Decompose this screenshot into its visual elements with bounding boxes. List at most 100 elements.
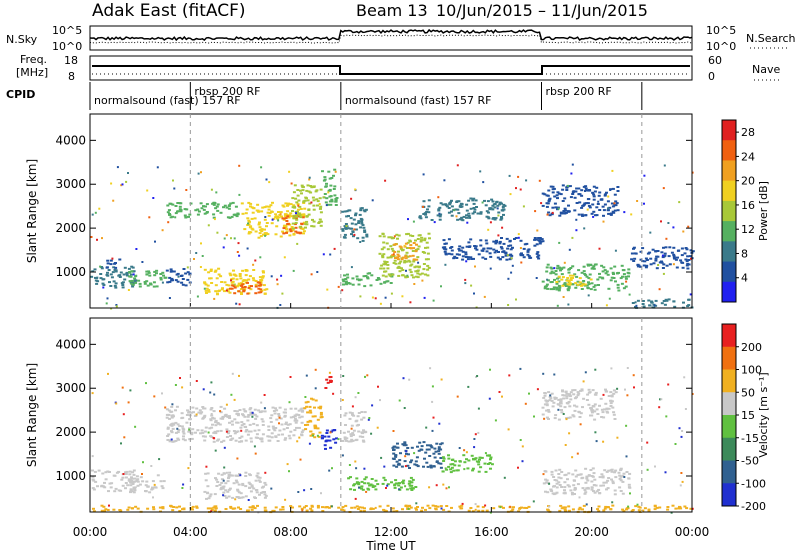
- data-cell: [587, 281, 590, 284]
- speckle-cell: [464, 278, 467, 281]
- data-cell: [281, 433, 284, 436]
- data-cell: [223, 204, 227, 207]
- data-cell: [300, 415, 304, 418]
- data-cell: [129, 275, 133, 278]
- data-cell: [342, 280, 346, 283]
- data-cell: [180, 425, 184, 428]
- data-cell: [255, 424, 259, 427]
- data-cell: [485, 210, 489, 213]
- speckle-cell: [254, 452, 257, 455]
- data-cell: [680, 254, 684, 257]
- data-cell: [199, 412, 203, 415]
- data-cell: [614, 469, 618, 472]
- speckle-cell: [540, 202, 543, 205]
- data-cell: [343, 225, 347, 228]
- data-cell: [527, 255, 531, 258]
- data-cell: [325, 429, 329, 432]
- data-cell: [481, 506, 485, 509]
- speckle-cell: [594, 431, 597, 434]
- data-cell: [94, 480, 98, 483]
- data-cell: [584, 491, 588, 494]
- data-cell: [602, 484, 605, 487]
- data-cell: [585, 189, 589, 192]
- data-cell: [382, 241, 386, 244]
- data-cell: [525, 242, 529, 245]
- data-cell: [281, 230, 285, 233]
- speckle-cell: [636, 200, 639, 202]
- speckle-cell: [265, 178, 268, 181]
- data-cell: [568, 405, 572, 408]
- data-cell: [265, 222, 269, 224]
- data-cell: [454, 208, 458, 211]
- data-cell: [358, 435, 362, 438]
- data-cell: [403, 460, 407, 463]
- data-cell: [450, 205, 454, 208]
- data-cell: [253, 429, 257, 432]
- data-cell: [248, 408, 252, 411]
- data-cell: [279, 235, 283, 238]
- data-cell: [647, 509, 651, 512]
- data-cell: [300, 407, 304, 410]
- data-cell: [654, 259, 658, 262]
- data-cell: [535, 243, 539, 246]
- data-cell: [639, 265, 642, 268]
- data-cell: [106, 259, 110, 262]
- speckle-cell: [264, 471, 267, 474]
- speckle-cell: [209, 391, 212, 394]
- data-cell: [604, 388, 607, 391]
- data-cell: [547, 199, 551, 202]
- data-cell: [229, 274, 233, 277]
- data-cell: [258, 281, 262, 284]
- data-cell: [544, 481, 548, 484]
- data-cell: [609, 402, 613, 405]
- data-cell: [92, 507, 95, 510]
- data-cell: [602, 509, 606, 512]
- data-cell: [495, 201, 499, 204]
- data-cell: [495, 239, 498, 242]
- data-cell: [343, 236, 347, 239]
- data-cell: [241, 484, 245, 487]
- data-cell: [218, 423, 222, 426]
- speckle-cell: [689, 293, 692, 296]
- data-cell: [252, 422, 256, 425]
- data-cell: [249, 202, 253, 205]
- speckle-cell: [308, 442, 311, 445]
- data-cell: [459, 249, 463, 252]
- data-cell: [291, 210, 294, 212]
- data-cell: [176, 280, 180, 283]
- data-cell: [360, 418, 364, 421]
- speckle-cell: [456, 164, 459, 167]
- data-cell: [487, 217, 491, 220]
- data-cell: [166, 439, 170, 441]
- data-cell: [457, 253, 461, 256]
- data-cell: [503, 204, 507, 207]
- data-cell: [319, 205, 323, 208]
- data-cell: [568, 185, 572, 188]
- data-cell: [662, 263, 666, 266]
- data-cell: [213, 202, 217, 204]
- data-cell: [544, 399, 548, 402]
- data-cell: [240, 440, 244, 443]
- speckle-cell: [115, 304, 118, 306]
- nave-tick-top: 60: [708, 54, 722, 67]
- data-cell: [91, 475, 95, 478]
- data-cell: [573, 487, 577, 489]
- speckle-cell: [171, 403, 174, 406]
- data-cell: [176, 210, 180, 213]
- data-cell: [475, 206, 478, 208]
- data-cell: [580, 194, 584, 197]
- data-cell: [672, 246, 676, 249]
- data-cell: [557, 284, 561, 287]
- data-cell: [616, 286, 620, 289]
- data-cell: [263, 493, 267, 496]
- data-cell: [572, 484, 576, 487]
- data-cell: [364, 208, 368, 211]
- data-cell: [306, 420, 310, 423]
- data-cell: [393, 445, 397, 448]
- data-cell: [308, 419, 312, 422]
- data-cell: [409, 247, 413, 250]
- speckle-cell: [484, 504, 487, 507]
- data-cell: [641, 260, 644, 263]
- data-cell: [474, 245, 478, 248]
- speckle-cell: [444, 467, 447, 470]
